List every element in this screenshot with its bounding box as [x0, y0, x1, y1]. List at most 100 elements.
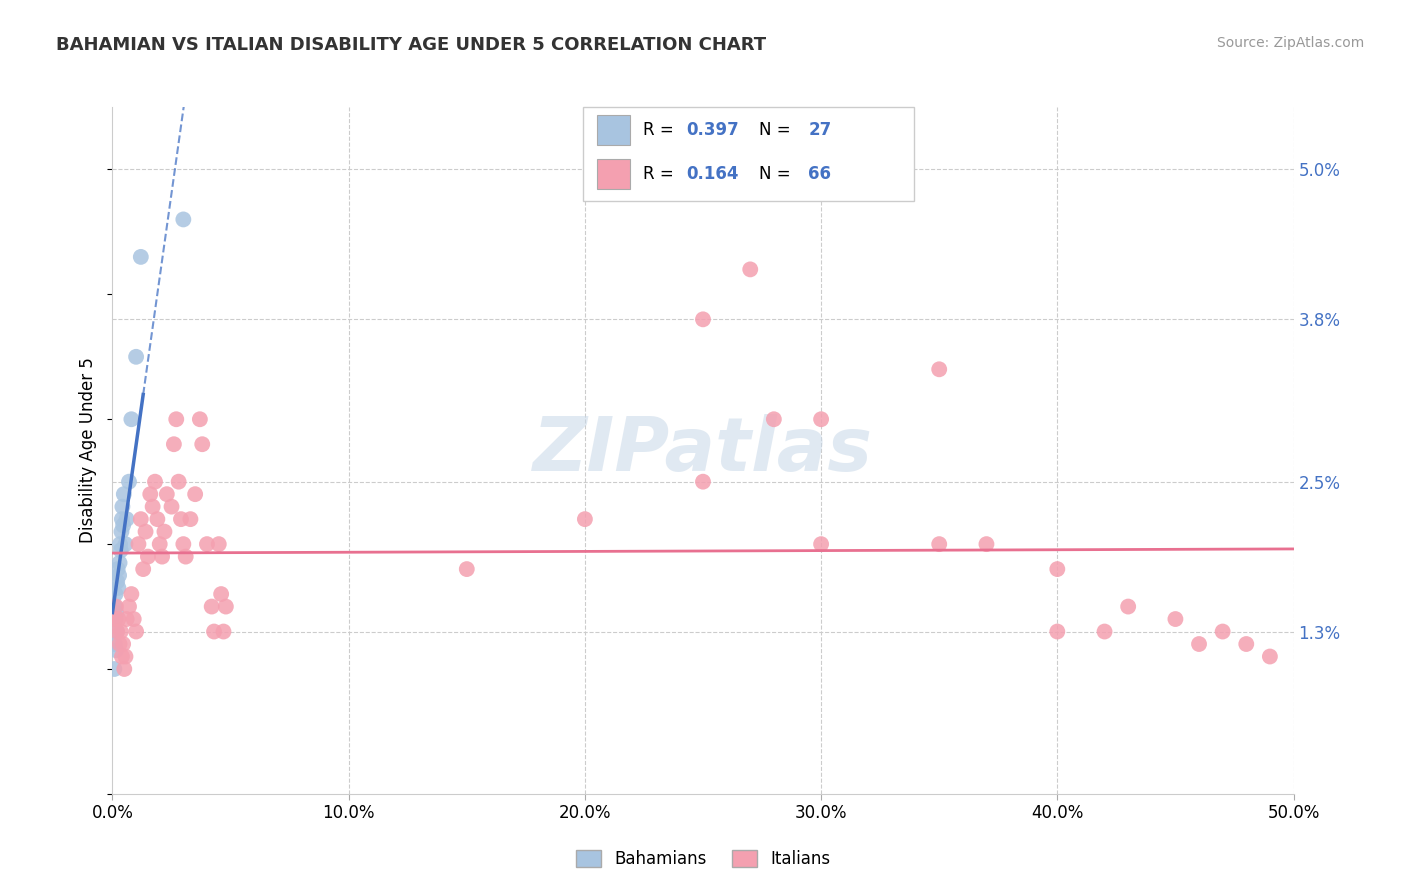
Point	[105, 606, 128, 620]
Point	[1164, 612, 1187, 626]
Point	[105, 624, 128, 639]
Point	[104, 587, 127, 601]
Point	[129, 250, 152, 264]
Point	[195, 537, 218, 551]
Point	[202, 624, 225, 639]
Point	[105, 643, 128, 657]
Point	[105, 574, 128, 589]
Point	[114, 649, 136, 664]
Point	[928, 362, 950, 376]
Point	[212, 624, 235, 639]
Point	[1258, 649, 1281, 664]
Point	[153, 524, 176, 539]
Point	[139, 487, 162, 501]
Text: N =: N =	[759, 166, 796, 184]
Point	[120, 587, 142, 601]
Point	[108, 556, 131, 570]
Point	[108, 537, 131, 551]
Point	[163, 437, 186, 451]
Point	[1046, 562, 1069, 576]
Point	[110, 524, 132, 539]
Point	[762, 412, 785, 426]
Point	[112, 637, 135, 651]
FancyBboxPatch shape	[583, 107, 914, 201]
Text: 0.164: 0.164	[686, 166, 738, 184]
Point	[103, 662, 125, 676]
Point	[740, 262, 762, 277]
Point	[170, 512, 193, 526]
Point	[111, 649, 134, 664]
Point	[191, 437, 214, 451]
Point	[125, 350, 148, 364]
Legend: Bahamians, Italians: Bahamians, Italians	[569, 843, 837, 875]
Point	[143, 475, 166, 489]
Text: BAHAMIAN VS ITALIAN DISABILITY AGE UNDER 5 CORRELATION CHART: BAHAMIAN VS ITALIAN DISABILITY AGE UNDER…	[56, 36, 766, 54]
Point	[1188, 637, 1211, 651]
Point	[810, 537, 832, 551]
Point	[1212, 624, 1234, 639]
Point	[136, 549, 159, 564]
Point	[184, 487, 207, 501]
Text: N =: N =	[759, 120, 796, 138]
Point	[156, 487, 179, 501]
Point	[167, 475, 190, 489]
Point	[456, 562, 478, 576]
Y-axis label: Disability Age Under 5: Disability Age Under 5	[79, 358, 97, 543]
Text: R =: R =	[643, 166, 679, 184]
Point	[142, 500, 165, 514]
Point	[135, 524, 157, 539]
Point	[107, 562, 129, 576]
Point	[105, 599, 128, 614]
Point	[107, 581, 129, 595]
Point	[172, 212, 194, 227]
Point	[150, 549, 173, 564]
Point	[692, 475, 714, 489]
Point	[125, 624, 148, 639]
Point	[118, 599, 141, 614]
Text: Source: ZipAtlas.com: Source: ZipAtlas.com	[1216, 36, 1364, 50]
Point	[928, 537, 950, 551]
Bar	[596, 114, 630, 145]
Point	[165, 412, 187, 426]
Point	[146, 512, 169, 526]
Point	[810, 412, 832, 426]
Point	[110, 624, 132, 639]
Point	[115, 512, 138, 526]
Point	[118, 475, 141, 489]
Point	[160, 500, 183, 514]
Point	[104, 637, 127, 651]
Point	[115, 612, 138, 626]
Point	[112, 518, 135, 533]
Point	[574, 512, 596, 526]
Point	[179, 512, 201, 526]
Point	[201, 599, 224, 614]
Point	[1094, 624, 1116, 639]
Point	[112, 487, 135, 501]
Text: 27: 27	[808, 120, 831, 138]
Text: R =: R =	[643, 120, 679, 138]
Point	[976, 537, 998, 551]
Point	[120, 412, 142, 426]
Point	[1046, 624, 1069, 639]
Point	[188, 412, 211, 426]
Point	[104, 599, 127, 614]
Point	[112, 662, 135, 676]
Point	[107, 612, 129, 626]
Point	[111, 500, 134, 514]
Point	[108, 637, 131, 651]
Point	[209, 587, 232, 601]
Point	[132, 562, 155, 576]
Point	[114, 537, 136, 551]
Point	[1116, 599, 1139, 614]
Bar	[596, 160, 630, 189]
Point	[692, 312, 714, 326]
Point	[104, 612, 127, 626]
Point	[1234, 637, 1257, 651]
Point	[149, 537, 172, 551]
Point	[215, 599, 238, 614]
Text: 0.397: 0.397	[686, 120, 738, 138]
Point	[172, 537, 194, 551]
Point	[104, 612, 127, 626]
Point	[111, 512, 134, 526]
Point	[129, 512, 152, 526]
